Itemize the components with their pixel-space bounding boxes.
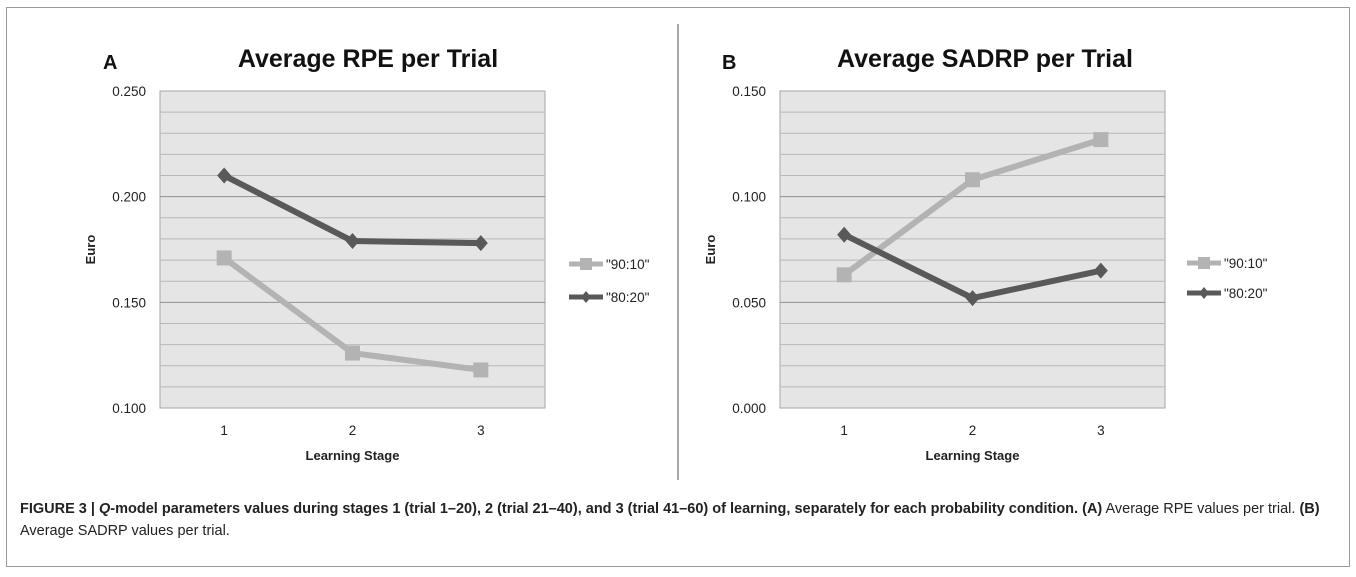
chart-a-data-point-diamond [473,235,488,252]
chart-a-y-tick-label: 0.150 [112,295,146,310]
chart-b-legend-marker [1199,287,1209,299]
chart-b-y-tick-label: 0.150 [732,84,766,99]
chart-a-y-tick-label: 0.200 [112,190,146,205]
chart-b-data-point-diamond [965,290,980,307]
chart-a-x-tick-label: 2 [349,423,357,438]
caption-text-a: Average RPE values per trial. [1102,501,1300,517]
chart-b-legend-label: "90:10" [1224,256,1268,271]
chart-b-legend-label: "80:20" [1224,286,1268,301]
chart-a-data-point-diamond [345,233,360,250]
figure-caption: FIGURE 3 | Q-model parameters values dur… [20,498,1335,542]
chart-a-x-axis-label: Learning Stage [306,448,400,463]
caption-text-b: Average SADRP values per trial. [20,523,230,539]
chart-b-x-axis-label: Learning Stage [926,448,1020,463]
chart-b-legend-marker [1198,257,1210,269]
chart-a-data-point-diamond [217,167,232,184]
chart-a-legend-label: "90:10" [606,257,650,272]
chart-a-y-tick-label: 0.100 [112,401,146,416]
chart-a-legend-marker [580,258,592,270]
chart-a-data-point-square [473,362,489,378]
chart-a-panel-label: A [103,52,117,74]
chart-a-legend-label: "80:20" [606,290,650,305]
chart-b-y-tick-label: 0.050 [732,295,766,310]
chart-a-data-point-square [345,345,360,361]
caption-bold-prefix: FIGURE 3 | [20,501,99,517]
chart-b-title: Average SADRP per Trial [837,45,1133,73]
chart-b-data-point-square [1093,132,1109,148]
chart-a-legend-marker [581,291,591,303]
caption-label-b: (B) [1299,501,1320,517]
chart-b-x-tick-label: 2 [969,423,977,438]
caption-bold-rest: -model parameters values during stages 1… [110,501,1079,517]
chart-a-data-point-square [216,250,232,266]
chart-b-y-axis-label: Euro [703,235,718,265]
figure-frame [6,7,1350,567]
chart-a-x-tick-label: 1 [220,423,228,438]
caption-q-letter: Q [99,501,111,517]
caption-label-a: (A) [1082,501,1103,517]
chart-a-title: Average RPE per Trial [238,45,498,73]
chart-b-data-point-square [965,172,980,188]
chart-a-y-axis-label: Euro [83,235,98,265]
chart-b-data-point-diamond [1093,262,1108,279]
chart-a-y-tick-label: 0.250 [112,84,146,99]
chart-b-y-tick-label: 0.100 [732,190,766,205]
chart-b-x-tick-label: 1 [840,423,848,438]
chart-b-panel-label: B [722,52,736,74]
chart-b-data-point-square [836,267,852,283]
chart-a-x-tick-label: 3 [477,423,485,438]
chart-b-x-tick-label: 3 [1097,423,1105,438]
chart-b-data-point-diamond [837,226,852,243]
chart-b-y-tick-label: 0.000 [732,401,766,416]
